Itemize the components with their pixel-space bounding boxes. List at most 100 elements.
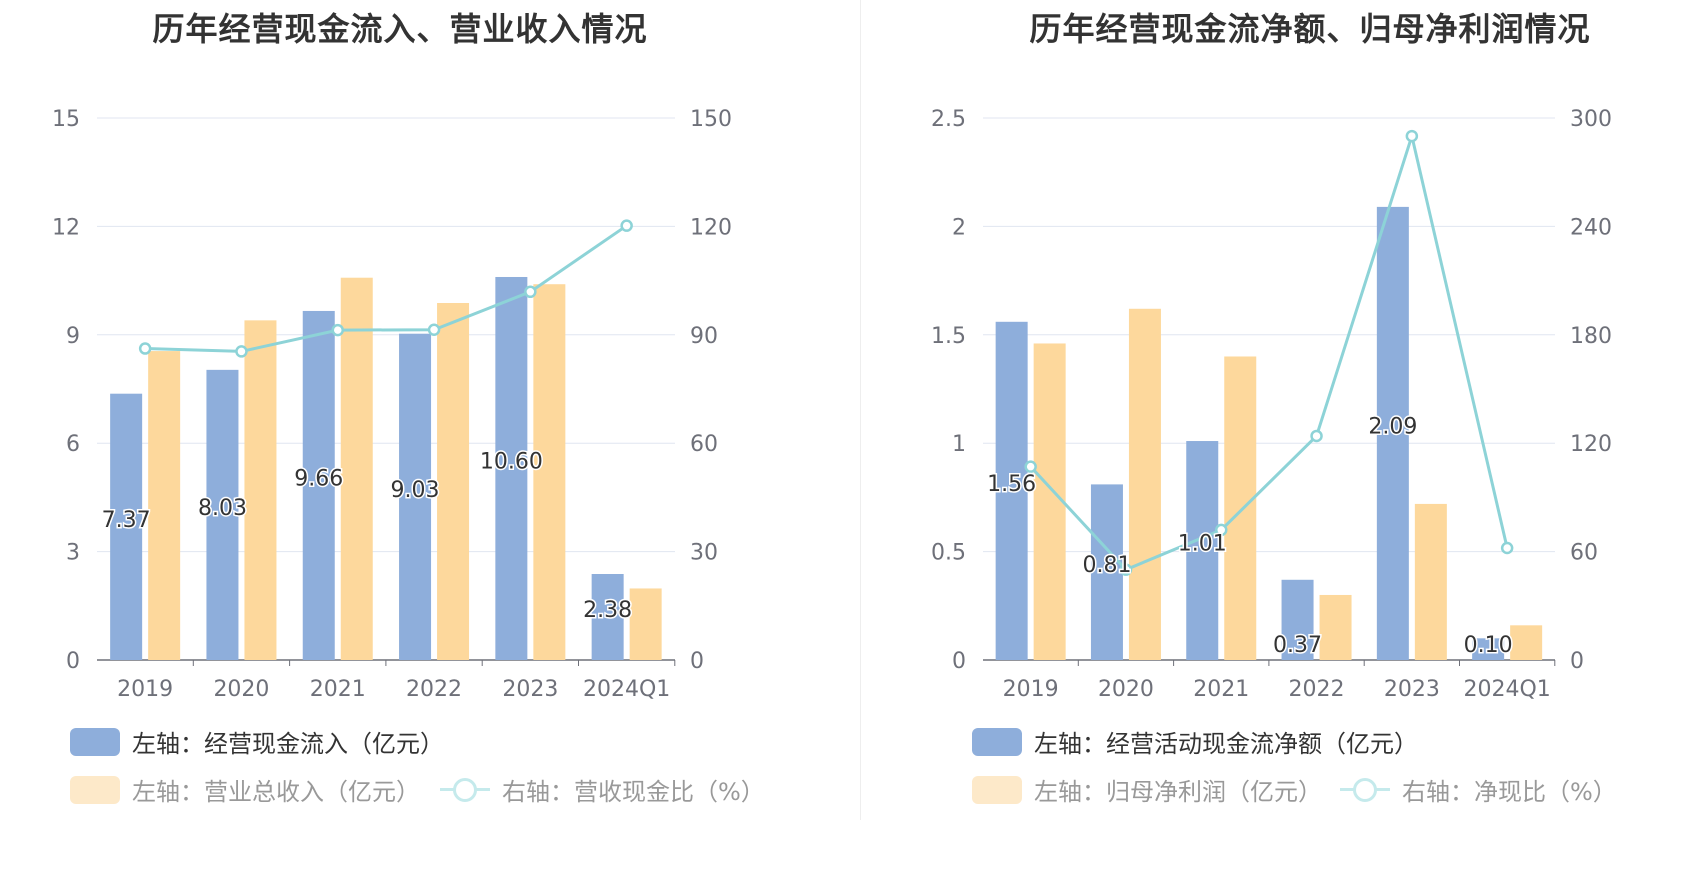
x-tick-label: 2024Q1 xyxy=(583,677,670,702)
legend-swatch xyxy=(70,727,120,756)
bar-primary xyxy=(995,321,1028,660)
bar-primary xyxy=(1090,484,1123,660)
bar-secondary xyxy=(1510,625,1543,660)
line-point xyxy=(138,342,152,355)
y-left-tick-label: 0 xyxy=(952,649,966,674)
x-tick-label: 2019 xyxy=(1003,677,1059,702)
bar-primary xyxy=(495,276,528,660)
bar-primary xyxy=(399,333,432,660)
bar-secondary xyxy=(1033,343,1066,660)
bar-secondary xyxy=(533,284,566,660)
y-right-tick-label: 120 xyxy=(1570,432,1612,457)
bar-secondary xyxy=(629,588,662,660)
legend-line-icon xyxy=(440,776,490,804)
bar-primary xyxy=(591,574,624,660)
bar-data-label: 10.60 xyxy=(480,449,543,474)
line-series xyxy=(145,224,628,353)
x-tick-label: 2023 xyxy=(502,677,558,702)
y-right-tick-label: 150 xyxy=(690,107,732,132)
y-left-tick-label: 2.5 xyxy=(931,107,966,132)
legend-line-icon xyxy=(1340,776,1390,804)
legend-item-cash-inflow[interactable]: 左轴：经营现金流入（亿元） xyxy=(70,724,444,759)
legend-item-net-cash-ratio[interactable]: 右轴：净现比（%） xyxy=(1340,772,1617,807)
legend-label: 左轴：归母净利润（亿元） xyxy=(1034,778,1322,806)
legend-item-ratio[interactable]: 右轴：营收现金比（%） xyxy=(440,772,765,807)
bar-data-label: 2.38 xyxy=(583,598,632,623)
bar-primary xyxy=(1281,579,1314,660)
y-right-tick-label: 90 xyxy=(690,324,718,349)
line-point xyxy=(620,219,633,232)
bar-primary xyxy=(1376,206,1409,660)
y-left-tick-label: 1 xyxy=(952,432,966,457)
line-point xyxy=(1500,541,1514,555)
legend-item-net-profit[interactable]: 左轴：归母净利润（亿元） xyxy=(972,772,1322,807)
legend-label: 左轴：营业总收入（亿元） xyxy=(132,778,420,806)
bar-data-label: 7.37 xyxy=(102,508,151,533)
panel-divider xyxy=(860,0,861,820)
chart-panel-left: 历年经营现金流入、营业收入情况 0 0 3 30 6 60 9 90 12 120 15 150 201… xyxy=(52,10,765,807)
chart-title: 历年经营现金流净额、归母净利润情况 xyxy=(1029,10,1591,48)
bar-data-label: 1.01 xyxy=(1178,532,1227,557)
bar-data-label: 8.03 xyxy=(198,496,247,521)
bar-primary xyxy=(1472,638,1505,660)
line-point xyxy=(1215,523,1228,537)
y-right-tick-label: 240 xyxy=(1570,215,1612,240)
line-point xyxy=(427,323,441,336)
bar-secondary xyxy=(1224,356,1257,660)
y-right-tick-label: 120 xyxy=(690,215,732,240)
line-series xyxy=(1029,130,1509,572)
bar-secondary xyxy=(1128,308,1161,660)
bar-primary xyxy=(302,310,335,660)
bar-data-label: 9.66 xyxy=(294,466,343,491)
bar-data-label: 9.03 xyxy=(391,478,440,503)
legend-swatch xyxy=(70,775,120,804)
x-tick-label: 2024Q1 xyxy=(1463,677,1550,702)
x-tick-label: 2019 xyxy=(117,677,173,702)
legend-swatch xyxy=(972,775,1022,804)
y-left-tick-label: 9 xyxy=(66,324,80,349)
line-point xyxy=(235,345,248,358)
bar-data-label: 0.10 xyxy=(1464,633,1513,658)
x-tick-label: 2021 xyxy=(1193,677,1249,702)
bar-secondary xyxy=(244,320,277,660)
legend-label: 左轴：经营活动现金流净额（亿元） xyxy=(1034,730,1418,758)
y-right-tick-label: 0 xyxy=(690,649,704,674)
chart-canvas: 0 0 3 30 6 60 9 90 12 120 15 150 2019 2020 2021 2022 202… xyxy=(52,107,732,702)
chart-title: 历年经营现金流入、营业收入情况 xyxy=(152,10,648,48)
bar-primary xyxy=(206,369,239,660)
legend-item-revenue[interactable]: 左轴：营业总收入（亿元） xyxy=(70,772,420,807)
y-left-tick-label: 1.5 xyxy=(931,324,966,349)
legend-label: 右轴：净现比（%） xyxy=(1402,778,1617,806)
x-tick-label: 2022 xyxy=(406,677,462,702)
y-left-tick-label: 6 xyxy=(66,432,80,457)
bar-primary xyxy=(110,393,143,660)
y-left-tick-label: 2 xyxy=(952,215,966,240)
line-point xyxy=(331,323,344,337)
x-tick-label: 2022 xyxy=(1289,677,1345,702)
line-point xyxy=(1310,429,1323,443)
line-point xyxy=(1024,460,1037,473)
bar-secondary xyxy=(1414,503,1447,660)
y-left-tick-label: 0.5 xyxy=(931,541,966,566)
chart-panel-right: 历年经营现金流净额、归母净利润情况 0 0 0.5 60 1 120 1.5 180 2 240 2… xyxy=(850,0,1700,874)
x-tick-label: 2020 xyxy=(213,677,269,702)
y-left-tick-label: 0 xyxy=(66,649,80,674)
y-right-tick-label: 300 xyxy=(1570,107,1612,132)
y-right-tick-label: 180 xyxy=(1570,324,1612,349)
line-point xyxy=(1405,129,1419,143)
legend-item-net-cash-flow[interactable]: 左轴：经营活动现金流净额（亿元） xyxy=(972,724,1418,759)
y-right-tick-label: 60 xyxy=(690,432,718,457)
y-right-tick-label: 30 xyxy=(690,541,718,566)
chart-canvas: 0 0 0.5 60 1 120 1.5 180 2 240 2.5 300 2019 2020 2021 2… xyxy=(931,107,1612,702)
bar-data-label: 0.37 xyxy=(1273,633,1322,658)
bar-data-label: 1.56 xyxy=(987,472,1036,497)
bar-secondary xyxy=(437,303,470,660)
line-point xyxy=(1119,563,1133,576)
x-tick-label: 2020 xyxy=(1098,677,1154,702)
line-point xyxy=(524,285,537,299)
y-right-tick-label: 0 xyxy=(1570,649,1584,674)
y-left-tick-label: 15 xyxy=(52,107,80,132)
bar-primary xyxy=(1186,441,1219,660)
legend-swatch xyxy=(972,727,1022,756)
y-right-tick-label: 60 xyxy=(1570,541,1598,566)
